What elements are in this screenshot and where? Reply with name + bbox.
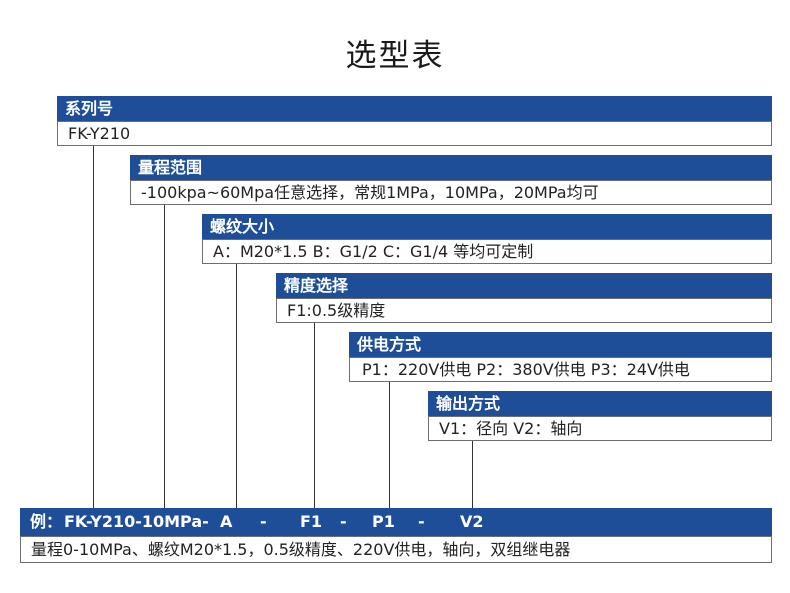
example-separator: -: [418, 512, 425, 531]
example-thread-code: A: [220, 512, 233, 531]
series-header: 系列号: [57, 96, 772, 121]
thread-value: A：M20*1.5 B：G1/2 C：G1/4 等均可定制: [202, 239, 772, 264]
output-value: V1：径向 V2：轴向: [428, 416, 772, 441]
example-accuracy-code: F1: [300, 512, 323, 531]
power-connector-line: [389, 382, 390, 508]
accuracy-connector-line: [314, 323, 315, 508]
thread-connector-line: [236, 264, 237, 508]
output-connector-line: [472, 441, 473, 508]
example-description: 量程0-10MPa、螺纹M20*1.5，0.5级精度、220V供电，轴向，双组继…: [20, 536, 772, 563]
accuracy-value: F1:0.5级精度: [276, 298, 772, 323]
range-connector-line: [164, 205, 165, 508]
example-output-code: V2: [460, 512, 484, 531]
accuracy-header: 精度选择: [276, 273, 772, 298]
example-header: 例： FK-Y210-10MPa- A - F1 - P1 - V2: [20, 508, 772, 536]
series-value: FK-Y210: [57, 121, 772, 146]
series-connector-line: [93, 146, 94, 508]
example-separator: -: [340, 512, 347, 531]
output-header: 输出方式: [428, 391, 772, 416]
thread-header: 螺纹大小: [202, 214, 772, 239]
example-model-code: FK-Y210-10MPa-: [64, 512, 209, 531]
power-value: P1：220V供电 P2：380V供电 P3：24V供电: [349, 357, 772, 382]
range-header: 量程范围: [130, 155, 772, 180]
range-value: -100kpa~60Mpa任意选择，常规1MPa，10MPa，20MPa均可: [130, 180, 772, 205]
power-header: 供电方式: [349, 332, 772, 357]
example-prefix: 例：: [30, 512, 63, 531]
example-power-code: P1: [372, 512, 395, 531]
example-separator: -: [260, 512, 267, 531]
page-title: 选型表: [345, 38, 445, 74]
